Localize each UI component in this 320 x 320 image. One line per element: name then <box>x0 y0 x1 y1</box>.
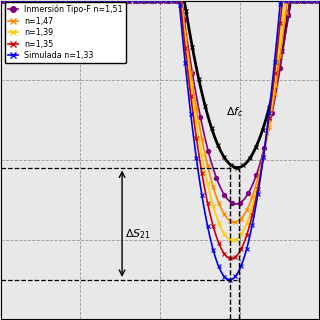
Text: $\Delta f_c$: $\Delta f_c$ <box>226 105 243 119</box>
Text: $\Delta S_{21}$: $\Delta S_{21}$ <box>125 228 151 241</box>
Legend: Inmersión Tipo-F n=1,51, n=1,47, n=1,39, n=1,35, Simulada n=1,33: Inmersión Tipo-F n=1,51, n=1,47, n=1,39,… <box>5 2 126 63</box>
